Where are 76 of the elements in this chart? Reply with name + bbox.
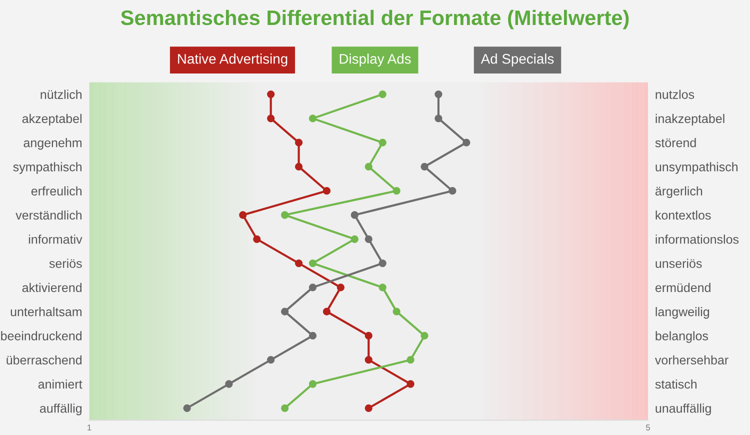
y-tick-label: angenehm [24, 138, 82, 150]
point [364, 404, 372, 412]
y2-tick-label: ärgerlich [655, 186, 702, 198]
point [392, 308, 400, 316]
text: Native Advertising [178, 54, 288, 67]
point [322, 187, 331, 195]
y-tick-label: animiert [38, 379, 82, 389]
point [308, 332, 317, 340]
y-tick-label: seriös [49, 258, 82, 268]
point [253, 235, 261, 243]
point [267, 356, 275, 364]
point [280, 211, 289, 219]
point [294, 162, 303, 171]
y-tick-label: akzeptabel [22, 114, 82, 126]
point [350, 235, 358, 243]
point [378, 284, 386, 292]
point [378, 259, 386, 268]
y-tick-label: unterhaltsam [10, 307, 82, 316]
x-tick-label: 1 [88, 424, 92, 430]
text: Ad Specials [480, 54, 554, 67]
y2-tick-label: belanglos [656, 331, 708, 343]
y2-tick-label: langweilig [656, 307, 710, 319]
y-tick-label: überraschend [6, 355, 82, 365]
point [336, 284, 345, 292]
point [308, 284, 317, 292]
y2-tick-label: vorhersehbar [654, 355, 728, 365]
y2-tick-label: kontextlos [656, 210, 711, 220]
point [183, 404, 191, 412]
point [350, 211, 358, 219]
y2-tick-label: statisch [655, 379, 697, 389]
point [239, 211, 247, 219]
point [406, 380, 414, 388]
point [308, 114, 317, 122]
chart-title: Semantisches Differential der Formate (Mittelwerte) [120, 10, 629, 30]
y-tick-label: verständlich [16, 210, 82, 220]
point [364, 162, 372, 171]
y-tick-label: sympathisch [13, 162, 82, 174]
y2-tick-label: nutzlos [656, 90, 694, 99]
point [448, 187, 456, 195]
y2-tick-label: informationslos [656, 234, 739, 244]
point [378, 90, 386, 98]
point [406, 356, 414, 364]
y2-tick-label: unseriös [656, 258, 702, 268]
point [322, 308, 331, 316]
point [267, 114, 275, 122]
point [364, 332, 372, 340]
y-tick-label: aktivierend [22, 282, 82, 292]
point [420, 332, 428, 340]
y-tick-label: auffällig [40, 404, 82, 416]
y2-tick-label: unauffällig [656, 404, 711, 416]
x-tick-label: 5 [646, 424, 650, 430]
point [294, 259, 303, 268]
point [434, 114, 442, 122]
point [294, 138, 303, 146]
point [434, 90, 442, 98]
point [225, 380, 233, 388]
point [308, 259, 317, 268]
point [364, 235, 372, 243]
y-tick-label: nützlich [40, 90, 82, 99]
y2-tick-label: unsympathisch [656, 162, 738, 174]
point [267, 90, 275, 98]
point [420, 162, 428, 171]
y2-tick-label: inakzeptabel [656, 114, 724, 126]
y-tick-label: beeindruckend [1, 331, 82, 340]
point [364, 356, 372, 364]
y2-tick-label: ermüdend [655, 282, 710, 292]
point [308, 380, 317, 388]
y-tick-label: erfreulich [31, 186, 82, 196]
point [378, 138, 386, 146]
point [462, 138, 470, 146]
point [280, 308, 289, 316]
point [392, 187, 400, 195]
y-tick-label: informativ [28, 234, 82, 244]
point [280, 404, 289, 412]
y2-tick-label: störend [655, 138, 696, 148]
text: Display Ads [340, 54, 411, 67]
